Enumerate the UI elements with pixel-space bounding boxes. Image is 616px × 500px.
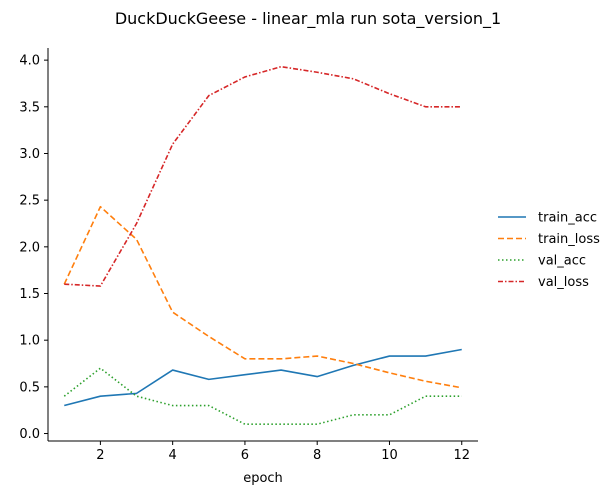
y-tick-label: 2.5	[19, 194, 40, 209]
y-tick-label: 2.0	[19, 240, 40, 255]
y-axis: 0.0 0.5 1.0 1.5 2.0 2.5 3.0 3.5 4.0	[19, 48, 49, 442]
y-tick-label: 3.0	[19, 147, 40, 162]
chart-title: DuckDuckGeese - linear_mla run sota_vers…	[115, 9, 501, 29]
series-line-val-loss	[64, 65, 462, 287]
x-tick-label: 12	[453, 448, 470, 463]
x-tick-label: 2	[96, 448, 104, 463]
legend-label-train-loss: train_loss	[538, 232, 600, 247]
series-line-train-acc	[64, 348, 462, 407]
y-tick-label: 0.5	[19, 380, 40, 395]
legend-label-train-acc: train_acc	[538, 211, 597, 226]
plot-series	[63, 65, 462, 426]
y-tick-label: 3.5	[19, 100, 40, 115]
legend-label-val-acc: val_acc	[538, 254, 586, 269]
y-tick-label: 0.0	[19, 427, 40, 442]
y-tick-label: 4.0	[19, 54, 40, 69]
x-axis: 2 4 6 8 10 12	[48, 440, 478, 463]
x-tick-label: 6	[241, 448, 249, 463]
legend: train_acc train_loss val_acc val_loss	[498, 211, 600, 290]
x-tick-label: 8	[313, 448, 321, 463]
legend-label-val-loss: val_loss	[538, 275, 589, 290]
x-tick-label: 10	[381, 448, 398, 463]
y-tick-label: 1.0	[19, 334, 40, 349]
x-tick-label: 4	[169, 448, 177, 463]
series-line-train-loss	[63, 205, 462, 389]
y-tick-label: 1.5	[19, 287, 40, 302]
x-axis-label: epoch	[243, 471, 283, 486]
